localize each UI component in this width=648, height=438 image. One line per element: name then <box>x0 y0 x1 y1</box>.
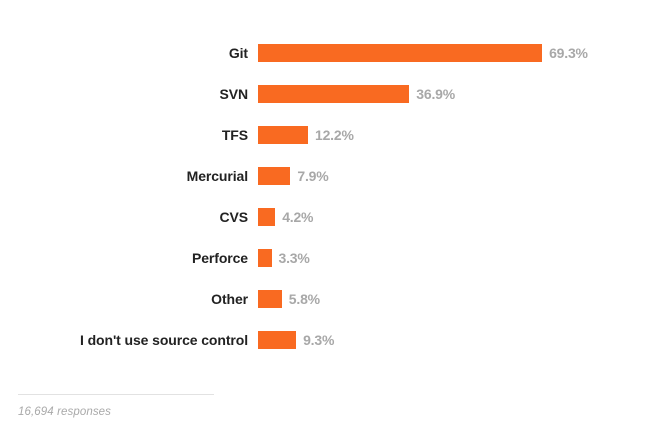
bar-zone: 36.9% <box>248 73 648 114</box>
category-label: SVN <box>219 85 249 102</box>
category-label: Other <box>211 290 248 307</box>
value-label: 7.9% <box>297 167 329 184</box>
bar <box>258 43 543 62</box>
bar-zone: 3.3% <box>248 237 648 278</box>
footer-divider <box>18 394 214 395</box>
bar-zone: 12.2% <box>248 114 648 155</box>
table-row: CVS 4.2% <box>0 196 648 237</box>
chart-rows: Git 69.3% SVN 36.9% TFS 12.2% Mercurial <box>0 32 648 360</box>
chart-footer: 16,694 responses <box>18 394 630 418</box>
table-row: SVN 36.9% <box>0 73 648 114</box>
category-label: TFS <box>221 126 248 143</box>
bar <box>258 125 308 144</box>
value-label: 3.3% <box>278 249 310 266</box>
bar <box>258 330 297 349</box>
bar <box>258 166 291 185</box>
value-label: 9.3% <box>303 331 335 348</box>
table-row: I don't use source control 9.3% <box>0 319 648 360</box>
value-label: 69.3% <box>549 44 588 61</box>
value-label: 12.2% <box>315 126 354 143</box>
bar <box>258 84 410 103</box>
bar-zone: 69.3% <box>248 32 648 73</box>
table-row: Other 5.8% <box>0 278 648 319</box>
category-label: Perforce <box>191 249 248 266</box>
bar-zone: 7.9% <box>248 155 648 196</box>
bar-zone: 5.8% <box>248 278 648 319</box>
table-row: Mercurial 7.9% <box>0 155 648 196</box>
table-row: Perforce 3.3% <box>0 237 648 278</box>
table-row: TFS 12.2% <box>0 114 648 155</box>
value-label: 36.9% <box>416 85 455 102</box>
bar <box>258 289 282 308</box>
value-label: 4.2% <box>282 208 314 225</box>
category-label: CVS <box>219 208 249 225</box>
table-row: Git 69.3% <box>0 32 648 73</box>
value-label: 5.8% <box>288 290 320 307</box>
responses-count: 16,694 responses <box>18 406 112 418</box>
bar <box>258 248 272 267</box>
category-label: I don't use source control <box>80 331 248 348</box>
bar <box>258 207 276 226</box>
bar-zone: 9.3% <box>248 319 648 360</box>
bar-zone: 4.2% <box>248 196 648 237</box>
category-label: Git <box>228 44 248 61</box>
category-label: Mercurial <box>186 167 248 184</box>
